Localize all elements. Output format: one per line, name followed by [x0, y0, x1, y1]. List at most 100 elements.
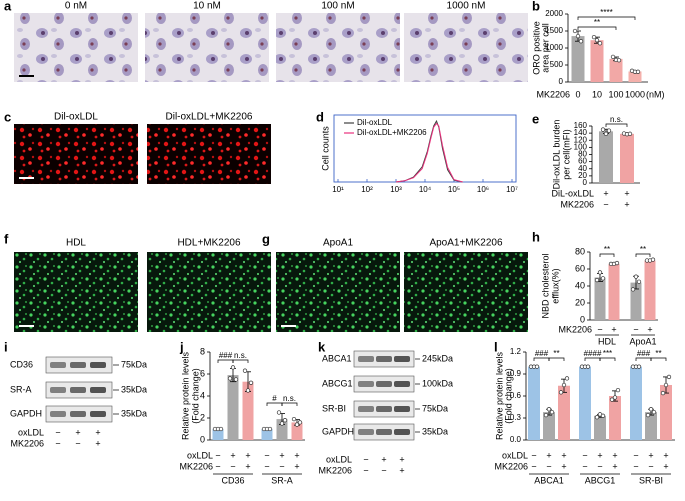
- y-tick-label: 6: [200, 368, 205, 378]
- bar: [291, 422, 303, 440]
- blot-band: [358, 381, 374, 387]
- condition-sign: +: [611, 324, 616, 334]
- condition-sign: −: [55, 427, 60, 437]
- data-point: [594, 38, 600, 43]
- condition-sign: +: [663, 461, 668, 471]
- significance-label: **: [604, 245, 610, 254]
- bar: [579, 366, 591, 440]
- y-tick-label: 20: [578, 171, 587, 180]
- bar: [590, 40, 604, 82]
- condition-sign: +: [245, 461, 250, 471]
- data-point: [546, 407, 552, 412]
- condition-sign: +: [546, 450, 551, 460]
- data-point: [561, 382, 567, 388]
- x-tick-label: 10⁵: [448, 185, 460, 194]
- condition-sign: +: [245, 450, 250, 460]
- significance-bracket: [533, 357, 550, 361]
- y-tick-label: 1000: [545, 43, 563, 52]
- data-point: [663, 382, 669, 388]
- panel-label: f: [4, 231, 9, 246]
- bar: [276, 419, 288, 440]
- significance-label: **: [640, 245, 646, 254]
- y-tick-label: 0: [583, 178, 588, 187]
- band-label: ABCG1: [322, 378, 353, 388]
- y-tick-label: 0.0: [510, 435, 522, 444]
- image-title: ApoA1+MK2206: [429, 238, 503, 249]
- band-label: CD36: [10, 359, 33, 369]
- condition-name: DiL-oxLDL: [551, 188, 594, 198]
- marker-label: 75kDa: [422, 403, 448, 413]
- y-tick-label: 160: [574, 121, 588, 130]
- condition-name: MK2206: [558, 324, 592, 334]
- data-point: [594, 277, 600, 283]
- blot-band: [90, 411, 106, 417]
- condition-sign: −: [582, 450, 587, 460]
- condition-sign: −: [582, 461, 587, 471]
- significance-bracket: [217, 359, 234, 363]
- panel-label: a: [4, 0, 12, 13]
- blot-band: [358, 429, 374, 435]
- row-label: MK2206: [536, 89, 570, 99]
- y-axis-title: (Fold change): [503, 368, 513, 424]
- data-point: [534, 364, 540, 369]
- significance-bracket: [577, 26, 617, 30]
- x-tick-label: 10¹: [332, 185, 344, 194]
- blot-band: [70, 387, 86, 393]
- condition-sign: +: [95, 427, 100, 437]
- panel-label: d: [316, 109, 324, 124]
- condition-sign: +: [399, 454, 404, 464]
- image-title: ApoA1: [323, 238, 353, 249]
- condition-sign: −: [279, 461, 284, 471]
- data-point: [245, 388, 251, 393]
- y-tick-label: 1.2: [510, 347, 522, 356]
- bar: [628, 71, 642, 82]
- condition-sign: −: [55, 438, 60, 448]
- data-point: [666, 374, 672, 380]
- marker-label: 35kDa: [121, 384, 147, 394]
- condition-name: oxLDL: [18, 427, 44, 437]
- bar: [261, 429, 273, 440]
- bar: [609, 396, 621, 440]
- condition-sign: +: [230, 450, 235, 460]
- image-title: HDL+MK2206: [177, 238, 241, 249]
- condition-sign: +: [75, 427, 80, 437]
- data-point: [615, 387, 621, 393]
- significance-label: ####: [584, 349, 602, 358]
- band-label: GAPDH: [322, 426, 354, 436]
- y-tick-label: 1500: [545, 26, 563, 35]
- data-point: [645, 412, 651, 418]
- condition-name: MK2206: [318, 465, 352, 475]
- condition-sign: +: [612, 450, 617, 460]
- bar: [608, 263, 620, 320]
- group-label: ABCG1: [585, 475, 616, 485]
- blot-band: [394, 406, 410, 412]
- y-axis-title: ORO positive: [531, 21, 541, 75]
- marker-label: 100kDa: [422, 378, 453, 388]
- condition-sign: −: [215, 461, 220, 471]
- bar: [528, 366, 540, 440]
- marker-label: 245kDa: [422, 353, 453, 363]
- significance-label: ###: [219, 351, 233, 360]
- data-point: [585, 364, 591, 369]
- blot-band: [50, 362, 66, 368]
- significance-bracket: [577, 16, 636, 20]
- data-point: [543, 412, 549, 418]
- y-tick-label: 60: [578, 157, 587, 166]
- significance-label: #: [272, 394, 277, 403]
- data-point: [558, 390, 564, 395]
- data-point: [279, 421, 285, 426]
- panel-label: k: [318, 339, 326, 354]
- condition-sign: −: [597, 461, 602, 471]
- significance-bracket: [605, 123, 628, 127]
- data-point: [578, 39, 584, 44]
- group-label: SR-BI: [639, 475, 663, 485]
- image-title: HDL: [66, 238, 86, 249]
- micrograph: [276, 13, 400, 82]
- x-tick-label: 10⁷: [506, 185, 518, 194]
- bar: [558, 385, 570, 440]
- data-point: [636, 364, 642, 369]
- y-axis-title: Relative protein levels: [180, 351, 190, 440]
- y-tick-label: 0: [200, 434, 205, 444]
- panel-label: l: [494, 339, 498, 354]
- condition-name: MK2206: [10, 438, 44, 448]
